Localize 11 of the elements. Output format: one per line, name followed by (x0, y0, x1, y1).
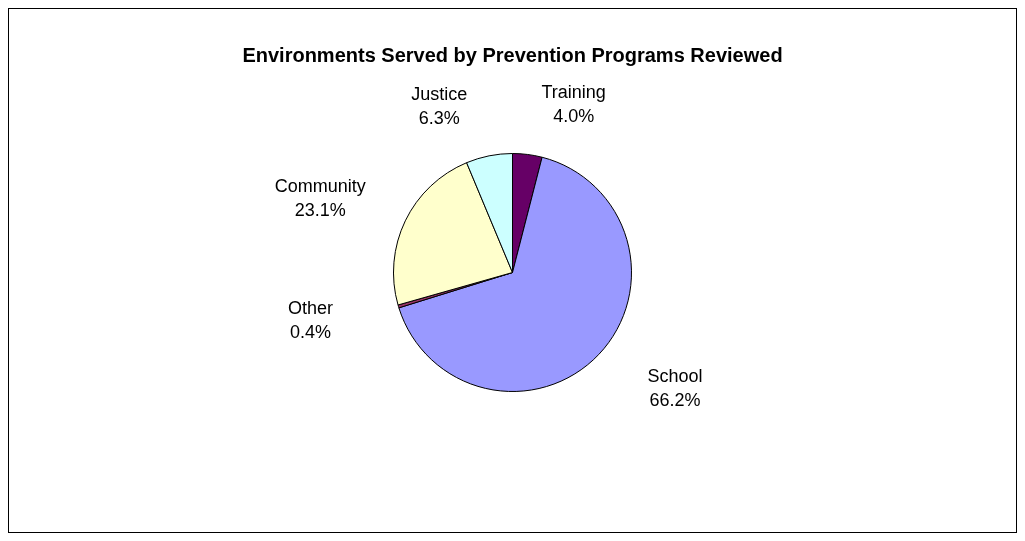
chart-title: Environments Served by Prevention Programs Reviewed (242, 43, 783, 66)
slice-label: Justice (411, 83, 468, 104)
slice-label: Training (541, 81, 606, 102)
data-label: 66.2% (649, 389, 701, 410)
slice-label: School (647, 365, 703, 386)
slice-label: Community (274, 176, 366, 197)
slice-label: Other (287, 297, 334, 318)
data-label: 6.3% (418, 107, 460, 128)
data-label: 23.1% (294, 200, 346, 221)
data-label: 4.0% (553, 105, 595, 126)
data-label: 0.4% (289, 321, 332, 342)
